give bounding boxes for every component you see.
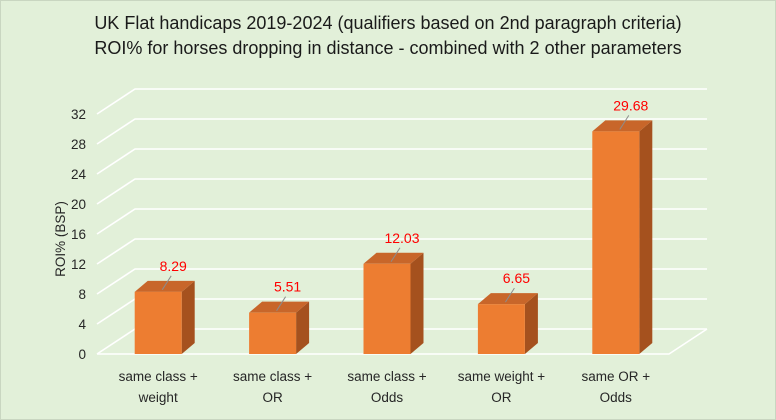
chart-title: UK Flat handicaps 2019-2024 (qualifiers … <box>94 13 681 33</box>
category-label: same class + weight <box>119 369 198 405</box>
bar-side <box>181 280 195 354</box>
y-axis-ticks: 0 4 8 12 16 20 24 28 32 <box>71 107 87 362</box>
y-tick-label: 0 <box>78 347 86 362</box>
bar <box>477 293 538 354</box>
chart-subtitle: ROI% for horses dropping in distance - c… <box>94 38 681 58</box>
y-axis-title: ROI% (BSP) <box>53 201 68 277</box>
y-tick-label: 28 <box>71 137 86 152</box>
category-label: same class + OR <box>233 369 312 405</box>
data-labels: 8.29 5.51 12.03 6.65 29.68 <box>160 97 649 311</box>
y-tick-label: 4 <box>78 317 86 332</box>
bar-front <box>134 291 182 354</box>
data-label-leader <box>619 115 630 130</box>
gridline <box>96 118 707 145</box>
y-tick-label: 12 <box>71 257 86 272</box>
gridline <box>96 88 707 115</box>
y-tick-label: 20 <box>71 197 86 212</box>
gridline <box>96 238 707 265</box>
bar <box>249 301 310 354</box>
gridline <box>96 148 707 175</box>
data-label: 5.51 <box>274 279 301 295</box>
category-label: same OR + Odds <box>581 369 650 405</box>
data-label: 6.65 <box>503 270 530 286</box>
data-label-leader <box>390 247 401 263</box>
data-label: 29.68 <box>613 97 648 113</box>
data-label-leader <box>276 296 287 311</box>
bar-front <box>592 131 640 354</box>
bar-side <box>524 293 538 354</box>
data-label-leader <box>504 287 515 303</box>
data-label: 12.03 <box>384 230 419 246</box>
bar-side <box>410 252 424 354</box>
bar <box>134 280 195 354</box>
y-tick-label: 24 <box>71 167 87 182</box>
bar <box>363 252 424 354</box>
gridline <box>96 178 707 205</box>
y-tick-label: 8 <box>78 287 86 302</box>
bar-front <box>363 263 411 354</box>
bar-side <box>639 120 653 355</box>
y-tick-label: 32 <box>71 107 86 122</box>
bars <box>134 120 653 355</box>
y-tick-label: 16 <box>71 227 86 242</box>
bar-side <box>296 301 310 354</box>
bar <box>592 120 653 355</box>
gridline <box>96 208 707 235</box>
data-label-leader <box>161 275 172 291</box>
x-axis-categories: same class + weight same class + OR same cla… <box>119 369 651 405</box>
gridline <box>96 268 707 295</box>
bar-front <box>249 312 297 354</box>
category-label: same weight + OR <box>458 369 546 405</box>
category-label: same class + Odds <box>347 369 426 405</box>
data-label: 8.29 <box>160 258 187 274</box>
bar-front <box>477 304 525 354</box>
